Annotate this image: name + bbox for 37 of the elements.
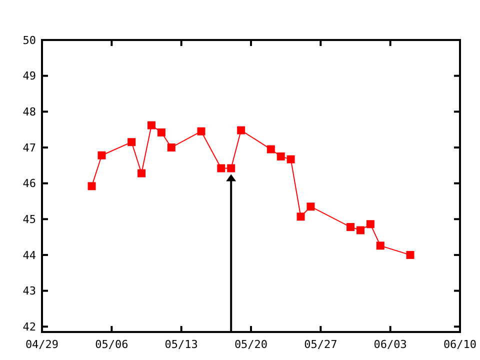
y-tick-label: 47 xyxy=(22,141,36,154)
point xyxy=(366,220,374,228)
point xyxy=(227,164,236,172)
point xyxy=(147,121,156,130)
point xyxy=(296,212,305,221)
x-tick-label: 05/20 xyxy=(234,338,268,351)
x-tick-label: 05/06 xyxy=(95,338,128,351)
point xyxy=(286,155,295,164)
point xyxy=(197,127,206,136)
point xyxy=(276,152,285,160)
x-tick-label: 04/29 xyxy=(25,338,59,351)
y-tick-label: 49 xyxy=(22,70,36,83)
y-tick-label: 45 xyxy=(22,212,36,226)
point xyxy=(167,143,176,152)
point xyxy=(138,169,146,178)
x-tick-label: 06/10 xyxy=(443,338,477,351)
x-tick-label: 06/03 xyxy=(374,338,407,351)
y-tick-label: 42 xyxy=(22,320,36,334)
x-tick-label: 05/13 xyxy=(164,338,198,351)
point xyxy=(306,202,315,211)
y-tick-label: 44 xyxy=(22,248,36,262)
point xyxy=(356,226,364,234)
point xyxy=(217,164,226,172)
x-tick-label: 05/27 xyxy=(304,338,338,351)
point xyxy=(98,151,106,160)
y-tick-label: 50 xyxy=(22,34,36,47)
point xyxy=(88,182,96,190)
y-tick-label: 46 xyxy=(22,177,36,190)
point xyxy=(376,242,384,250)
point xyxy=(266,145,275,154)
point xyxy=(128,138,136,146)
point xyxy=(237,126,246,134)
point xyxy=(346,223,355,232)
point xyxy=(406,250,414,259)
y-tick-label: 43 xyxy=(22,284,36,298)
point xyxy=(157,128,166,136)
y-tick-label: 48 xyxy=(22,106,36,119)
